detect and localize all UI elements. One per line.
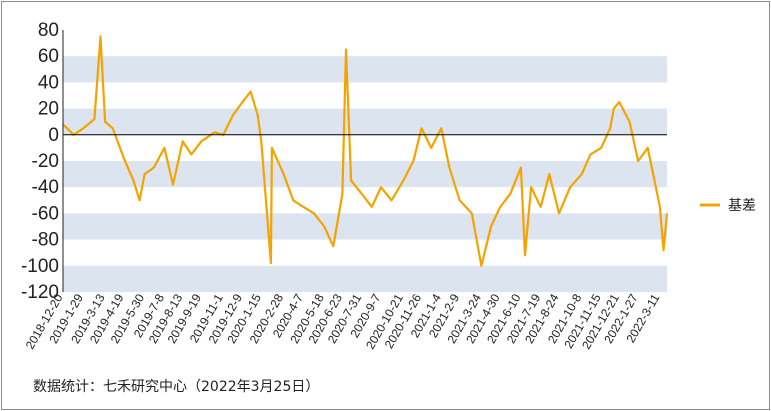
grid-band <box>63 161 667 188</box>
y-tick-label: 80 <box>38 20 59 41</box>
series-line-basis <box>62 35 669 267</box>
y-tick-label: 20 <box>38 99 59 120</box>
y-tick-label: -20 <box>32 151 59 172</box>
grid-band <box>63 56 667 83</box>
y-tick-label: 0 <box>48 125 59 146</box>
y-tick-label: -40 <box>32 177 59 198</box>
source-note: 数据统计：七禾研究中心（2022年3月25日） <box>33 379 320 395</box>
grid-band <box>63 108 667 135</box>
grid-band <box>63 265 667 292</box>
y-tick-label: -80 <box>32 230 59 251</box>
grid-band <box>63 213 667 240</box>
y-tick-label: 60 <box>38 46 59 67</box>
y-tick-label: -60 <box>32 203 59 224</box>
legend-label: 基差 <box>728 197 756 214</box>
y-tick-label: 40 <box>38 72 59 93</box>
y-tick-label: -120 <box>21 282 59 303</box>
y-tick-label: -100 <box>21 256 59 277</box>
